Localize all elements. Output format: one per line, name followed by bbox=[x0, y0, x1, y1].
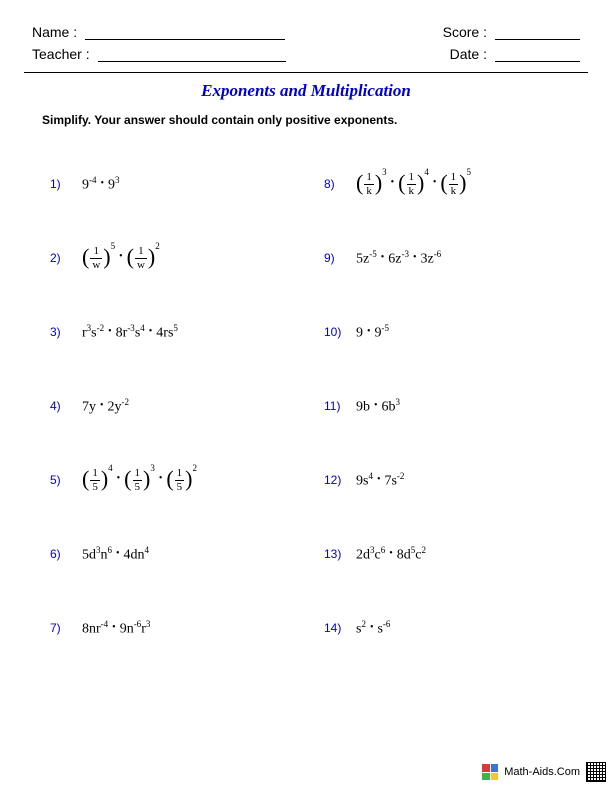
problem-expression: 2d3c6•8d5c2 bbox=[356, 545, 426, 564]
problems-column-right: 8)(1k)3•(1k)4•(1k)59)5z-5•6z-3•3z-610)9•… bbox=[306, 147, 580, 665]
header-divider bbox=[24, 72, 588, 73]
date-field: Date : bbox=[450, 46, 580, 62]
problem-number: 7) bbox=[50, 621, 82, 635]
problem-row: 10)9•9-5 bbox=[306, 295, 580, 369]
problem-row: 3)r3s-2•8r-3s4•4rs5 bbox=[32, 295, 306, 369]
problems-container: 1)9-4•932)(1w)5•(1w)23)r3s-2•8r-3s4•4rs5… bbox=[32, 147, 580, 665]
teacher-blank bbox=[98, 48, 286, 62]
problem-row: 13)2d3c6•8d5c2 bbox=[306, 517, 580, 591]
score-label: Score : bbox=[443, 24, 487, 40]
problem-expression: 9-4•93 bbox=[82, 175, 120, 194]
score-field: Score : bbox=[443, 24, 580, 40]
problem-expression: s2•s-6 bbox=[356, 619, 390, 638]
problem-number: 1) bbox=[50, 177, 82, 191]
problem-row: 14)s2•s-6 bbox=[306, 591, 580, 665]
problem-row: 9)5z-5•6z-3•3z-6 bbox=[306, 221, 580, 295]
problem-expression: (1k)3•(1k)4•(1k)5 bbox=[356, 171, 471, 197]
qr-code-icon bbox=[586, 762, 606, 782]
name-label: Name : bbox=[32, 24, 77, 40]
problem-number: 6) bbox=[50, 547, 82, 561]
footer-text: Math-Aids.Com bbox=[504, 766, 580, 778]
problem-row: 2)(1w)5•(1w)2 bbox=[32, 221, 306, 295]
problem-row: 4)7y•2y-2 bbox=[32, 369, 306, 443]
page-title: Exponents and Multiplication bbox=[32, 81, 580, 101]
problem-expression: 5d3n6•4dn4 bbox=[82, 545, 149, 564]
problem-expression: (15)4•(15)3•(15)2 bbox=[82, 467, 197, 493]
problem-number: 10) bbox=[324, 325, 356, 339]
problem-expression: 7y•2y-2 bbox=[82, 397, 129, 416]
problem-expression: 8nr-4•9n-6r3 bbox=[82, 619, 150, 638]
problem-expression: 9•9-5 bbox=[356, 323, 389, 342]
problem-expression: (1w)5•(1w)2 bbox=[82, 245, 160, 271]
problem-row: 11)9b•6b3 bbox=[306, 369, 580, 443]
problem-row: 8)(1k)3•(1k)4•(1k)5 bbox=[306, 147, 580, 221]
problem-number: 8) bbox=[324, 177, 356, 191]
teacher-field: Teacher : bbox=[32, 46, 286, 62]
footer: Math-Aids.Com bbox=[482, 764, 580, 780]
problem-expression: 9b•6b3 bbox=[356, 397, 400, 416]
problem-number: 2) bbox=[50, 251, 82, 265]
problem-number: 5) bbox=[50, 473, 82, 487]
instructions-text: Simplify. Your answer should contain onl… bbox=[42, 113, 580, 127]
problem-number: 14) bbox=[324, 621, 356, 635]
header-row-2: Teacher : Date : bbox=[32, 46, 580, 62]
problem-row: 7)8nr-4•9n-6r3 bbox=[32, 591, 306, 665]
problem-number: 4) bbox=[50, 399, 82, 413]
worksheet-page: Name : Score : Teacher : Date : Exponent… bbox=[0, 0, 612, 665]
name-field: Name : bbox=[32, 24, 285, 40]
teacher-label: Teacher : bbox=[32, 46, 90, 62]
problem-row: 6)5d3n6•4dn4 bbox=[32, 517, 306, 591]
date-label: Date : bbox=[450, 46, 487, 62]
problem-number: 3) bbox=[50, 325, 82, 339]
problem-number: 13) bbox=[324, 547, 356, 561]
problems-column-left: 1)9-4•932)(1w)5•(1w)23)r3s-2•8r-3s4•4rs5… bbox=[32, 147, 306, 665]
problem-expression: 9s4•7s-2 bbox=[356, 471, 404, 490]
problem-row: 1)9-4•93 bbox=[32, 147, 306, 221]
problem-expression: 5z-5•6z-3•3z-6 bbox=[356, 249, 441, 268]
problem-row: 5)(15)4•(15)3•(15)2 bbox=[32, 443, 306, 517]
score-blank bbox=[495, 26, 580, 40]
header-row-1: Name : Score : bbox=[32, 24, 580, 40]
problem-row: 12)9s4•7s-2 bbox=[306, 443, 580, 517]
problem-number: 11) bbox=[324, 399, 356, 413]
name-blank bbox=[85, 26, 285, 40]
date-blank bbox=[495, 48, 580, 62]
problem-number: 12) bbox=[324, 473, 356, 487]
footer-logo-icon bbox=[482, 764, 498, 780]
problem-number: 9) bbox=[324, 251, 356, 265]
problem-expression: r3s-2•8r-3s4•4rs5 bbox=[82, 323, 178, 342]
